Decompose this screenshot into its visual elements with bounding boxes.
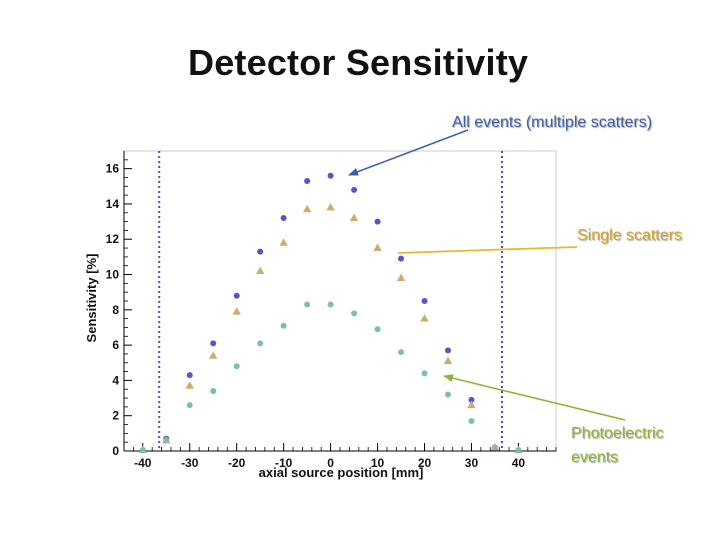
single-scatters-leader bbox=[397, 246, 578, 254]
slide-title: Detector Sensitivity bbox=[188, 42, 529, 83]
single-scatters-point bbox=[326, 202, 335, 211]
photoelectric-point bbox=[351, 310, 358, 317]
all-events-point bbox=[374, 218, 381, 225]
x-tick-label: -30 bbox=[181, 456, 199, 470]
photoelectric-arrow bbox=[443, 374, 626, 421]
photoelectric-point bbox=[445, 391, 451, 398]
y-tick-label: 2 bbox=[112, 409, 119, 423]
x-tick-label: -10 bbox=[275, 456, 293, 470]
y-tick-label: 10 bbox=[106, 268, 120, 282]
single-scatters-point bbox=[209, 351, 218, 359]
single-scatters-point bbox=[232, 307, 241, 315]
x-tick-label: 30 bbox=[465, 456, 479, 470]
photoelectric-point bbox=[304, 301, 311, 308]
all-events-point bbox=[186, 372, 193, 379]
single-scatters-point bbox=[255, 266, 265, 274]
single-scatters-point bbox=[443, 356, 453, 364]
y-tick-label: 6 bbox=[112, 338, 119, 352]
photoelectric-point bbox=[398, 349, 405, 356]
fov-lines bbox=[158, 151, 503, 451]
x-tick-label: 0 bbox=[327, 456, 334, 470]
plot-frame bbox=[123, 150, 557, 452]
photoelectric-point bbox=[186, 402, 193, 409]
all-events-point bbox=[233, 292, 240, 299]
photoelectric-label: Photoelectric events bbox=[571, 425, 664, 466]
single-scatters-point bbox=[185, 381, 194, 389]
photoelectric-point bbox=[515, 447, 522, 454]
single-scatters-point bbox=[396, 273, 406, 282]
x-tick-label: 10 bbox=[371, 456, 385, 470]
y-tick-label: 14 bbox=[106, 197, 120, 211]
photoelectric-point bbox=[327, 301, 334, 308]
photoelectric-point bbox=[280, 322, 287, 329]
annotation-arrows bbox=[348, 129, 626, 421]
all-events-point bbox=[210, 340, 217, 347]
photoelectric-point bbox=[468, 418, 475, 424]
all-events-point bbox=[304, 178, 311, 184]
x-tick-label: 40 bbox=[512, 456, 526, 470]
y-tick-label: 0 bbox=[112, 444, 119, 458]
photoelectric-point bbox=[374, 326, 381, 333]
single-scatters-point bbox=[373, 243, 382, 252]
photoelectric-point bbox=[139, 447, 146, 454]
all-events-point bbox=[327, 172, 334, 179]
all-events-point bbox=[280, 215, 287, 222]
y-tick-label: 8 bbox=[112, 303, 119, 317]
x-tick-label: 20 bbox=[418, 456, 432, 470]
single-scatters-point bbox=[302, 204, 312, 213]
single-scatters-point bbox=[420, 314, 429, 322]
y-axis-label: Sensitivity [%] bbox=[84, 254, 99, 343]
single-scatters-point bbox=[279, 238, 288, 246]
x-axis-label: axial source position [mm] bbox=[259, 465, 424, 480]
photoelectric-point bbox=[257, 340, 264, 347]
y-tick-label: 16 bbox=[106, 162, 120, 176]
all-events-point bbox=[257, 248, 264, 255]
all-events-point bbox=[468, 396, 475, 403]
all-events-arrow bbox=[348, 129, 469, 176]
photoelectric-point bbox=[421, 370, 428, 377]
y-tick-label: 4 bbox=[112, 373, 119, 387]
data-points bbox=[138, 172, 523, 454]
x-tick-label: -20 bbox=[228, 456, 246, 470]
all-events-point bbox=[445, 347, 451, 354]
all-events-label: All events (multiple scatters) bbox=[452, 114, 653, 131]
axes: -40 -30 -20 -10 0 10 20 30 40 0 2 4 6 8 10 12 14 16 axial … bbox=[84, 151, 557, 480]
photoelectric-point bbox=[233, 363, 240, 370]
all-events-point bbox=[351, 186, 358, 193]
x-tick-label: -40 bbox=[134, 456, 152, 470]
single-scatters-point bbox=[467, 400, 476, 409]
y-tick-label: 12 bbox=[106, 232, 120, 246]
photoelectric-point bbox=[210, 388, 217, 394]
all-events-point bbox=[421, 298, 428, 304]
single-scatters-point bbox=[349, 213, 359, 222]
photoelectric-point bbox=[163, 437, 170, 444]
all-events-point bbox=[398, 255, 405, 262]
single-scatters-label: Single scatters bbox=[577, 227, 682, 244]
photoelectric-point bbox=[491, 444, 498, 451]
